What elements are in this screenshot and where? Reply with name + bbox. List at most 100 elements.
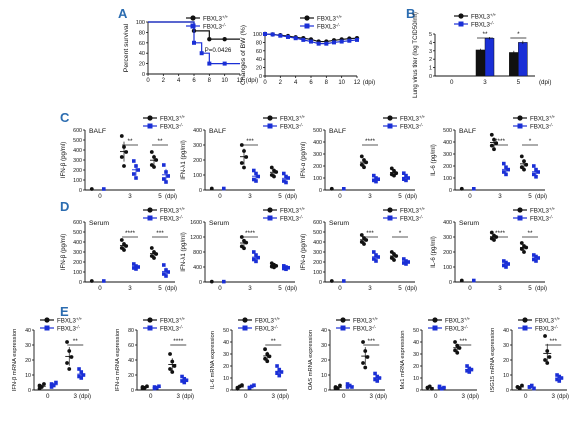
- data-point-wt: [359, 233, 364, 237]
- y-axis-label: IFN-α mRNA expression: [115, 329, 121, 392]
- x-axis-label: (dpi): [165, 194, 177, 200]
- x-tick-label: 0: [244, 393, 248, 400]
- y-tick-label: 100: [443, 265, 452, 271]
- legend-marker-ko: [147, 325, 153, 331]
- y-tick-label: 0: [324, 388, 327, 394]
- data-point-wt: [154, 158, 159, 162]
- data-point-ko: [376, 255, 380, 259]
- x-tick-label: 5: [398, 285, 402, 292]
- data-point-wt: [170, 359, 175, 364]
- data-point-wt: [363, 365, 368, 370]
- data-point-ko: [166, 270, 170, 274]
- data-point-ko: [374, 176, 378, 180]
- y-tick-label: 100: [73, 270, 82, 276]
- y-axis-label: Changes of BW (%): [240, 25, 247, 85]
- data-point-wt: [263, 356, 267, 361]
- data-point-wt: [122, 145, 126, 149]
- data-point-ko: [437, 384, 442, 389]
- x-tick-label: 2: [279, 80, 283, 86]
- y-tick-label: 0: [506, 388, 509, 394]
- y-tick-label: 100: [313, 176, 322, 182]
- sig-label: ****: [495, 230, 506, 237]
- data-point-wt: [37, 386, 42, 391]
- legend-marker-wt: [147, 115, 153, 121]
- legend-D1: FBXL3+/+FBXL3-/-: [143, 206, 186, 223]
- legend-label-wt: FBXL3+/+: [400, 114, 426, 123]
- data-point-wt: [392, 168, 396, 173]
- sig-label: ****: [245, 230, 256, 237]
- data-point-ko: [132, 262, 136, 266]
- y-tick-label: 60: [139, 41, 145, 47]
- data-point-wt: [524, 245, 529, 250]
- y-tick-label: 400: [313, 240, 322, 246]
- data-point-ko: [372, 250, 376, 254]
- x-axis-label: (dpi): [557, 394, 569, 400]
- data-point-ko: [49, 382, 54, 386]
- data-point-wt: [122, 248, 126, 252]
- panel-label-d: D: [60, 199, 69, 214]
- data-point-wt: [522, 250, 526, 254]
- legend-marker-wt: [147, 207, 153, 213]
- x-tick-label: 3: [483, 79, 487, 86]
- data-point: [192, 40, 196, 45]
- y-tick-label: 500: [73, 138, 82, 144]
- data-point: [309, 39, 313, 44]
- data-point-ko: [152, 386, 157, 391]
- legend-E4: FBXL3+/+FBXL3-/-: [336, 316, 379, 333]
- y-tick-label: 0: [429, 74, 432, 80]
- data-point-ko: [372, 257, 376, 261]
- y-tick-label: 300: [443, 235, 452, 241]
- legend-label-ko: FBXL3-/-: [280, 214, 304, 223]
- data-point-wt: [65, 340, 69, 344]
- legend-D3: FBXL3+/+FBXL3-/-: [383, 206, 426, 223]
- data-point-ko: [282, 179, 286, 183]
- data-point-ko: [180, 374, 184, 379]
- data-point-ko: [132, 266, 136, 270]
- y-axis-label: IFN-α (pg/ml): [300, 142, 307, 179]
- y-tick-label: 0: [199, 280, 202, 286]
- data-point-ko: [345, 385, 350, 389]
- y-tick-label: 20: [503, 358, 509, 364]
- data-point-ko: [252, 257, 256, 262]
- data-point-ko: [536, 170, 540, 174]
- x-tick-label: 5: [278, 193, 282, 200]
- legend-marker-wt: [517, 207, 523, 213]
- x-axis-label: (dpi): [539, 79, 551, 86]
- data-point-wt: [519, 165, 524, 170]
- y-axis-label: Percent survival: [123, 23, 130, 72]
- sig-label: ****: [365, 138, 376, 145]
- x-axis-label: (dpi): [79, 394, 91, 400]
- legend-label-wt: FBXL3+/+: [530, 206, 556, 215]
- legend-label-wt: FBXL3+/+: [471, 12, 497, 21]
- data-point-ko: [277, 373, 282, 378]
- data-point-wt: [519, 247, 524, 251]
- x-axis-label: (dpi): [246, 77, 258, 84]
- legend-marker-ko: [147, 215, 153, 221]
- data-point-wt: [69, 355, 74, 359]
- y-axis-label: IL-6 (pg/ml): [430, 144, 437, 176]
- data-point-wt: [152, 165, 156, 169]
- y-tick-label: 40: [223, 340, 229, 346]
- chart-E1: 0 10 20 30 40 IFN-β mRNA expression 0 3 ** (dpi): [12, 328, 91, 400]
- y-tick-label: 400: [313, 140, 322, 146]
- data-point-ko: [282, 266, 286, 271]
- x-tick-label: 5: [158, 285, 162, 292]
- data-point-ko: [282, 171, 286, 176]
- data-point-ko: [254, 253, 258, 257]
- data-point-wt: [545, 361, 550, 365]
- data-point-wt: [359, 154, 364, 159]
- data-point-wt: [338, 383, 342, 388]
- data-point-ko: [166, 174, 170, 178]
- legend-marker-ko: [267, 215, 273, 221]
- data-point-wt: [362, 158, 366, 162]
- data-point-ko: [249, 384, 254, 389]
- y-tick-label: 5: [429, 32, 432, 38]
- data-point-wt: [119, 238, 124, 242]
- legend-marker-ko: [432, 325, 438, 331]
- chart-D1: 0 100 200 300 400 500 600 IFN-β (pg/ml) 0 3 **** 5 *…: [60, 220, 177, 292]
- data-point-ko: [465, 364, 469, 368]
- x-tick-label: 3: [368, 193, 372, 200]
- data-point-ko: [472, 187, 476, 191]
- data-point-ko: [284, 174, 288, 179]
- legend-label-ko: FBXL3-/-: [160, 214, 184, 223]
